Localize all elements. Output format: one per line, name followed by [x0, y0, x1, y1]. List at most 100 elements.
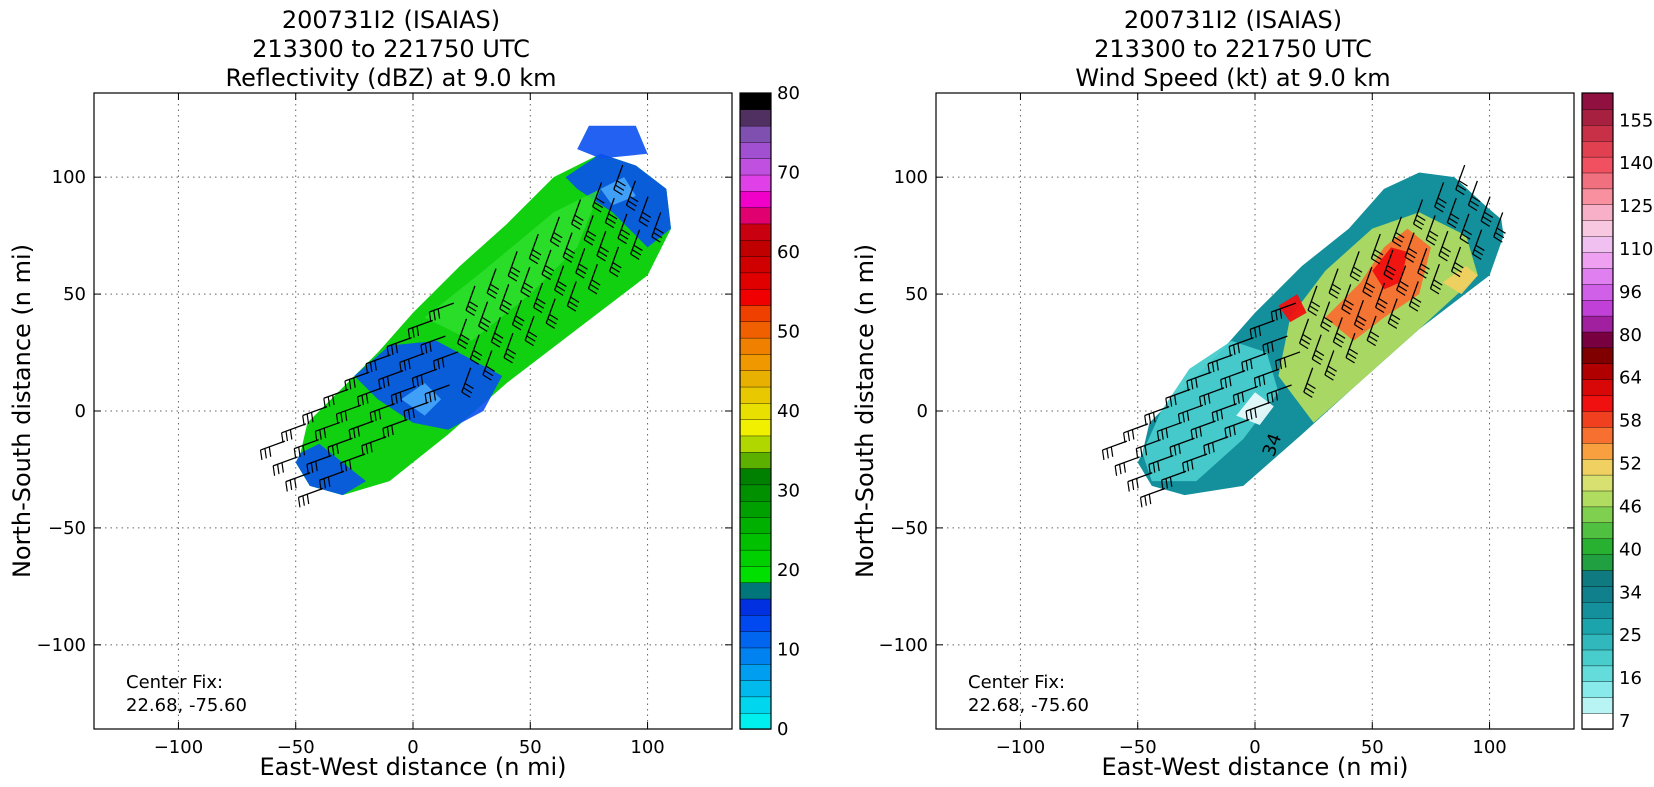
wind-barb-flag [568, 300, 578, 308]
wind-barb-flag [1450, 213, 1460, 220]
wind-barb-flag [259, 449, 263, 461]
wind-barb-flag [461, 391, 471, 398]
center-fix-label: Center Fix: [126, 672, 223, 693]
y-tick-label: 0 [75, 401, 86, 422]
x-tick-label: 50 [1361, 737, 1384, 758]
wind-barb-flag [530, 253, 540, 260]
wind-barb-flag [281, 432, 284, 443]
colorbar-segment [739, 141, 772, 159]
colorbar-segment [739, 92, 772, 111]
wind-barb-flag [302, 495, 305, 506]
wind-barb-flag [532, 249, 542, 256]
swath-wind-region [1372, 247, 1408, 290]
colorbar-segment [739, 304, 772, 323]
wind-barb-flag [1315, 349, 1325, 357]
wind-barb-flag [1165, 428, 1169, 439]
wind-barb-flag [374, 410, 377, 421]
wind-barb-flag [1224, 428, 1227, 439]
wind-barb-flag [399, 362, 402, 373]
wind-barb-flag [1375, 306, 1385, 314]
colorbar-segment [1581, 347, 1614, 364]
wind-barb-flag [515, 315, 525, 322]
wind-barb-flag [1430, 288, 1440, 295]
wind-barb-flag [1370, 331, 1380, 338]
wind-barb-flag [1459, 237, 1469, 245]
wind-barb-flag [1249, 409, 1253, 420]
wind-barb-flag [1440, 250, 1450, 257]
wind-barb-flag [1320, 325, 1330, 332]
wind-barb-flag [1427, 234, 1437, 242]
y-tick-label: −50 [890, 518, 928, 539]
colorbar-segment [739, 533, 772, 551]
wind-barb-flag [403, 411, 407, 422]
colorbar-segment [739, 125, 772, 143]
wind-barb-flag [374, 360, 377, 371]
wind-barb-flag [1249, 329, 1253, 340]
wind-barb-flag [1228, 346, 1232, 357]
colorbar-tick-label: 7 [1619, 711, 1630, 732]
colorbar-segment [739, 679, 772, 698]
colorbar-tick-label: 16 [1619, 668, 1642, 689]
wind-barb-flag [499, 308, 509, 315]
colorbar-tick-label: 20 [777, 560, 800, 581]
wind-barb-flag [651, 236, 661, 243]
colorbar-segment [1581, 538, 1614, 555]
colorbar-tick-label: 80 [777, 83, 800, 104]
wind-barb-flag [1258, 325, 1262, 337]
colorbar-tick-label: 125 [1619, 196, 1653, 217]
y-tick-label: −50 [48, 518, 86, 539]
wind-barb-flag [370, 442, 373, 453]
colorbar-segment [1581, 553, 1614, 571]
colorbar-segment [1581, 665, 1614, 683]
colorbar-segment [1581, 442, 1614, 460]
wind-barb-flag [391, 425, 394, 436]
wind-barb-flag [1136, 478, 1139, 489]
wind-barb-flag [1378, 298, 1388, 305]
axis-ticks: −100 −50 0 50 100 −100 −50 0 50 100 [879, 93, 1574, 758]
wind-barb-flag [327, 396, 331, 407]
wind-barb-flag [491, 341, 501, 348]
colorbar-segment [739, 109, 772, 127]
wind-barb-flag [319, 429, 322, 440]
wind-barb-flag [606, 217, 616, 224]
wind-barb-flag [484, 369, 494, 377]
swath-low-reflectivity [577, 125, 648, 159]
wind-barb-flag [1480, 220, 1490, 227]
colorbar-tick-label: 80 [1619, 325, 1642, 346]
wind-barb-flag [1212, 442, 1215, 453]
colorbar-segment [1581, 712, 1614, 730]
wind-barb-flag [1347, 352, 1357, 360]
wind-barb-flag [1161, 480, 1164, 491]
wind-barb-flag [1385, 269, 1395, 276]
wind-barb-flag [1404, 256, 1414, 263]
wind-barb-flag [1309, 305, 1319, 312]
wind-barb-flag [1148, 494, 1152, 505]
swath-low-reflectivity [354, 340, 503, 430]
wind-speed-colorbar: 7 16 25 34 40 46 52 58 64 80 96 110 125 140 155 [1581, 92, 1653, 732]
colorbar-segment [739, 614, 772, 632]
wind-barb-flag [1323, 316, 1333, 324]
wind-barb-flag [463, 387, 473, 394]
wind-barb-flag [1305, 387, 1315, 394]
wind-barb-flag [264, 448, 267, 459]
colorbar-segment [1581, 474, 1614, 492]
colorbar-tick-label: 0 [777, 719, 788, 740]
wind-barb-flag [1127, 431, 1131, 442]
wind-barb-flag [629, 195, 639, 203]
wind-barb-flag [1177, 413, 1181, 425]
wind-barbs [1101, 164, 1506, 508]
wind-barb-flag [1351, 270, 1361, 278]
wind-barb-flag [344, 380, 347, 392]
wind-barb-flag [1448, 217, 1458, 224]
wind-barb-flag [1452, 266, 1463, 273]
x-axis-label: East-West distance (n mi) [1101, 753, 1408, 781]
colorbar-segment [739, 239, 772, 257]
wind-barb-flag [1275, 390, 1278, 401]
wind-barb-flag [1311, 358, 1322, 365]
wind-barb-flag [369, 362, 373, 373]
wind-barb-flag [523, 282, 533, 289]
wind-barb-flag [485, 365, 495, 372]
wind-barb-flag [473, 349, 483, 357]
wind-barb-flag [544, 264, 555, 272]
